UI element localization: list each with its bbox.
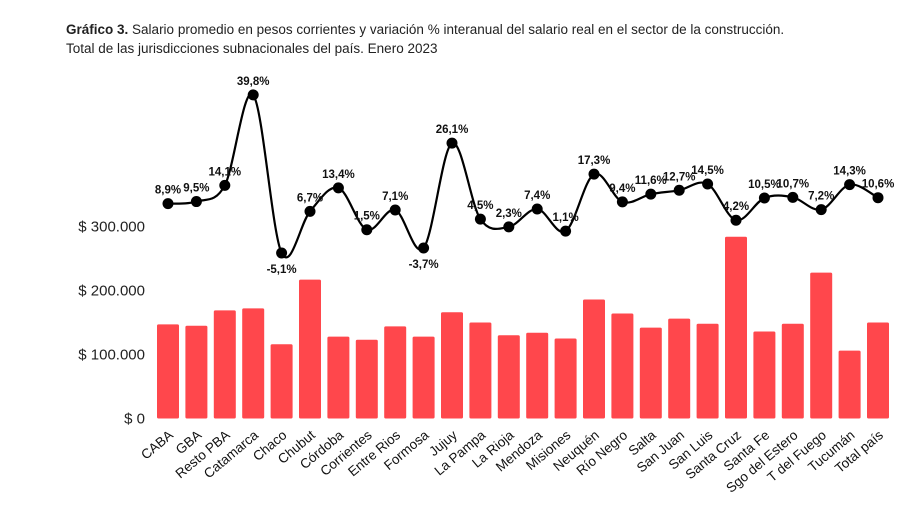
- line-point: [190, 196, 202, 208]
- bar: [412, 336, 435, 419]
- line-point: [162, 198, 174, 210]
- line-point: [844, 179, 856, 191]
- line-point: [645, 188, 657, 200]
- line-point: [787, 191, 799, 203]
- x-tick-label: CABA: [138, 427, 176, 462]
- data-label: 14,3%: [833, 166, 866, 178]
- data-label: 2,3%: [496, 208, 522, 220]
- data-label: 17,3%: [578, 155, 611, 167]
- data-label: 13,4%: [322, 169, 355, 181]
- data-label: 4,2%: [723, 201, 749, 213]
- data-label: 14,5%: [691, 165, 724, 177]
- line-point: [446, 137, 458, 149]
- data-label: 12,7%: [663, 171, 696, 183]
- data-label: 1,5%: [354, 211, 380, 223]
- data-label: 4,5%: [467, 200, 493, 212]
- bar: [781, 323, 804, 419]
- line-point: [418, 242, 430, 254]
- data-label: 7,1%: [382, 191, 408, 203]
- bar: [725, 236, 747, 419]
- line-point: [304, 205, 316, 217]
- line-point: [702, 178, 714, 190]
- data-label: 9,4%: [609, 183, 635, 195]
- line-point: [276, 247, 288, 259]
- data-label: 39,8%: [237, 76, 270, 88]
- line-point: [758, 192, 770, 204]
- bar: [355, 339, 378, 419]
- line-point: [503, 221, 515, 233]
- line-point: [815, 204, 827, 216]
- bar: [554, 338, 577, 419]
- data-label: 26,1%: [436, 124, 469, 136]
- bar: [327, 336, 350, 419]
- bar: [696, 323, 719, 419]
- bar: [441, 312, 463, 419]
- data-label: 14,1%: [208, 166, 241, 178]
- bar: [497, 335, 520, 419]
- data-label: 11,6%: [635, 175, 667, 187]
- line-point: [332, 182, 344, 194]
- data-label: 10,7%: [776, 178, 809, 190]
- bar: [668, 318, 691, 419]
- bar: [838, 350, 861, 419]
- data-label: 1,1%: [552, 212, 578, 224]
- bar: [810, 272, 833, 419]
- data-label: 10,6%: [862, 179, 895, 191]
- data-label: 9,5%: [183, 183, 209, 195]
- data-label: -5,1%: [267, 264, 297, 276]
- line-point: [247, 89, 259, 101]
- line-point: [730, 214, 742, 226]
- bar: [867, 322, 889, 419]
- bar: [270, 344, 293, 419]
- line-point: [361, 224, 373, 236]
- bar: [213, 310, 236, 419]
- y-tick-label: $ 0: [124, 411, 145, 428]
- y-tick-label: $ 100.000: [78, 347, 145, 364]
- data-label: -3,7%: [409, 259, 439, 271]
- data-label: 6,7%: [297, 192, 323, 204]
- bar: [469, 322, 492, 419]
- line-point: [872, 192, 884, 204]
- bar: [157, 324, 179, 419]
- bar: [583, 299, 605, 419]
- chart-subtitle: Total de las jurisdicciones subnacionale…: [66, 41, 438, 56]
- y-tick-label: $ 200.000: [78, 283, 145, 300]
- line-series: [167, 92, 879, 259]
- bar: [526, 332, 549, 419]
- data-label: 7,2%: [808, 191, 834, 203]
- bar: [242, 308, 265, 419]
- bar: [611, 313, 634, 419]
- chart-title-bold: Gráfico 3.: [66, 22, 129, 37]
- bar: [299, 279, 321, 419]
- line-point: [474, 213, 486, 225]
- line-point: [389, 204, 401, 216]
- line-point: [560, 225, 572, 237]
- data-label: 8,9%: [155, 185, 181, 197]
- chart-title: Gráfico 3. Salario promedio en pesos cor…: [66, 20, 906, 58]
- data-label: 7,4%: [524, 190, 550, 202]
- bar: [185, 325, 208, 419]
- chart-title-text: Salario promedio en pesos corrientes y v…: [132, 22, 785, 37]
- line-point: [219, 179, 231, 191]
- line-point: [673, 184, 685, 196]
- bar: [753, 331, 776, 419]
- y-tick-label: $ 300.000: [78, 219, 145, 236]
- bar: [384, 326, 407, 419]
- bar: [639, 327, 662, 419]
- line-point: [531, 203, 543, 215]
- line-point: [616, 196, 628, 208]
- data-label: 10,5%: [748, 179, 781, 191]
- line-point: [588, 168, 600, 180]
